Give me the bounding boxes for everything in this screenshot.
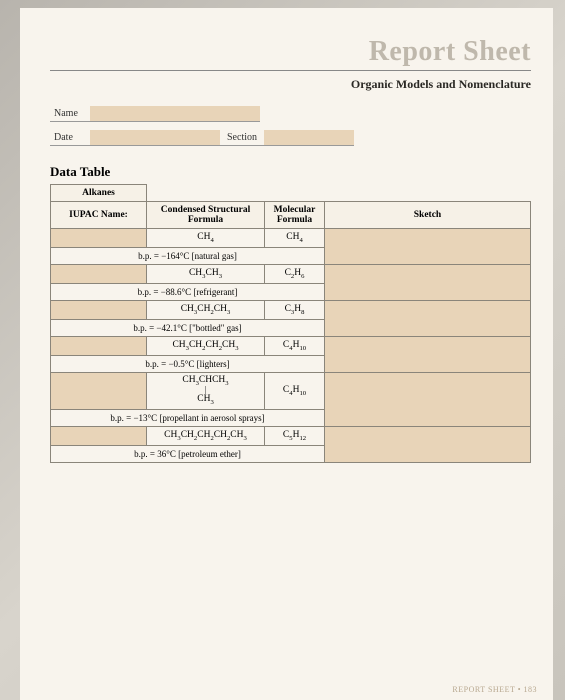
sketch-field[interactable] <box>325 264 531 300</box>
meta-row-date: Date Section <box>50 130 531 146</box>
structural-formula: CH3CHCH3|CH3 <box>147 372 265 409</box>
name-field[interactable] <box>90 106 260 122</box>
name-label: Name <box>50 106 90 122</box>
structural-formula: CH3CH2CH3 <box>147 300 265 319</box>
header-iupac: IUPAC Name: <box>51 202 147 229</box>
structural-formula: CH3CH2CH2CH2CH3 <box>147 426 265 445</box>
bp-note: b.p. = −42.1°C ["bottled" gas] <box>51 319 325 336</box>
sketch-field[interactable] <box>325 300 531 336</box>
date-label: Date <box>50 130 90 146</box>
table-header-row: IUPAC Name: Condensed Structural Formula… <box>51 202 531 229</box>
structural-formula: CH3CH2CH2CH3 <box>147 336 265 355</box>
structural-formula: CH3CH3 <box>147 264 265 283</box>
bp-note: b.p. = −13°C [propellant in aerosol spra… <box>51 409 325 426</box>
report-page: Report Sheet Organic Models and Nomencla… <box>20 8 553 700</box>
sketch-field[interactable] <box>325 426 531 462</box>
table-row: CH3CH2CH3C3H8 <box>51 300 531 319</box>
iupac-name-field[interactable] <box>51 372 147 409</box>
table-row: CH3CH2CH2CH3C4H10 <box>51 336 531 355</box>
data-table: Alkanes IUPAC Name: Condensed Structural… <box>50 184 531 463</box>
sketch-field[interactable] <box>325 229 531 265</box>
title-block: Report Sheet Organic Models and Nomencla… <box>50 36 531 92</box>
iupac-name-field[interactable] <box>51 426 147 445</box>
alkanes-tab: Alkanes <box>51 185 147 202</box>
bp-note: b.p. = −0.5°C [lighters] <box>51 355 325 372</box>
table-row: CH3CHCH3|CH3C4H10 <box>51 372 531 409</box>
bp-note: b.p. = −164°C [natural gas] <box>51 247 325 264</box>
page-subtitle: Organic Models and Nomenclature <box>50 77 531 92</box>
sketch-field[interactable] <box>325 336 531 372</box>
molecular-formula: C4H10 <box>265 372 325 409</box>
page-footer: REPORT SHEET • 183 <box>452 685 537 694</box>
data-table-title: Data Table <box>50 164 531 180</box>
title-rule <box>50 70 531 71</box>
date-field[interactable] <box>90 130 220 146</box>
iupac-name-field[interactable] <box>51 229 147 248</box>
section-label: Section <box>220 130 264 146</box>
bp-note: b.p. = −88.6°C [refrigerant] <box>51 283 325 300</box>
page-title: Report Sheet <box>50 36 531 68</box>
table-row: Alkanes <box>51 185 531 202</box>
sketch-field[interactable] <box>325 372 531 426</box>
molecular-formula: C5H12 <box>265 426 325 445</box>
iupac-name-field[interactable] <box>51 300 147 319</box>
meta-row-name: Name <box>50 106 531 122</box>
meta-block: Name Date Section <box>50 106 531 146</box>
structural-formula: CH4 <box>147 229 265 248</box>
header-sketch: Sketch <box>325 202 531 229</box>
molecular-formula: C2H6 <box>265 264 325 283</box>
molecular-formula: C3H8 <box>265 300 325 319</box>
header-mol: Molecular Formula <box>265 202 325 229</box>
molecular-formula: C4H10 <box>265 336 325 355</box>
header-struct: Condensed Structural Formula <box>147 202 265 229</box>
molecular-formula: CH4 <box>265 229 325 248</box>
section-field[interactable] <box>264 130 354 146</box>
table-row: CH3CH2CH2CH2CH3C5H12 <box>51 426 531 445</box>
table-row: CH3CH3C2H6 <box>51 264 531 283</box>
iupac-name-field[interactable] <box>51 336 147 355</box>
table-row: CH4CH4 <box>51 229 531 248</box>
bp-note: b.p. = 36°C [petroleum ether] <box>51 445 325 462</box>
iupac-name-field[interactable] <box>51 264 147 283</box>
